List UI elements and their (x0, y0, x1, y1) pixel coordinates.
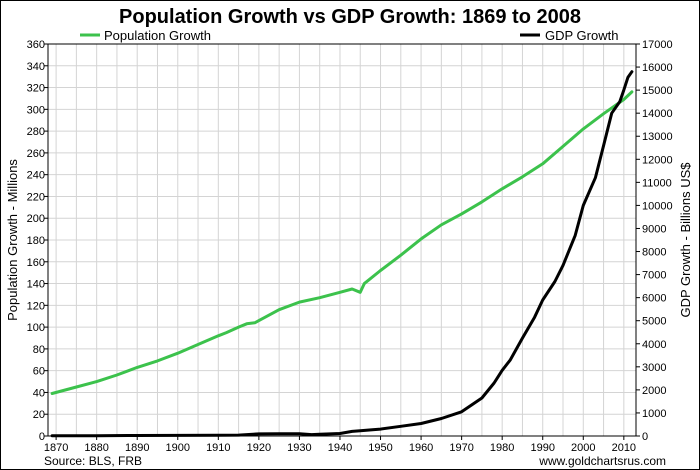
left-tick-label-15: 300 (27, 104, 45, 116)
right-tick-label-7: 7000 (642, 270, 666, 282)
y-axis-right-label: GDP Growth - Billions US$ (678, 162, 693, 318)
left-tick-label-13: 260 (27, 148, 45, 160)
x-tick-label-8: 1950 (368, 442, 392, 454)
right-tick-label-17: 17000 (642, 39, 673, 51)
x-tick-label-0: 1870 (44, 442, 68, 454)
series-layer (50, 70, 634, 438)
right-tick-label-3: 3000 (642, 362, 666, 374)
right-tick-label-8: 8000 (642, 247, 666, 259)
gdp-growth-line (50, 70, 634, 438)
y-axis-left-label: Population Growth - Millions (5, 159, 20, 321)
right-tick-label-12: 12000 (642, 154, 673, 166)
x-axis-ticks: 1870 1880 1890 1900 1910 1920 1930 1940 1950 1960… (44, 436, 636, 454)
right-tick-label-0: 0 (642, 431, 648, 443)
left-tick-label-0: 0 (39, 431, 45, 443)
left-tick-label-11: 220 (27, 191, 45, 203)
right-tick-label-16: 16000 (642, 62, 673, 74)
legend: Population Growth GDP Growth (80, 28, 618, 43)
grid-lines (48, 43, 636, 437)
x-tick-label-10: 1970 (449, 442, 473, 454)
x-tick-label-12: 1990 (530, 442, 554, 454)
right-axis-ticks: 0 1000 2000 3000 4000 5000 6000 7000 8000 9000 100… (636, 39, 673, 443)
right-tick-label-10: 10000 (642, 200, 673, 212)
left-axis-ticks: 0 20 40 60 80 100 120 140 160 180 200 220 240 260 280 3… (27, 39, 48, 443)
left-tick-label-14: 280 (27, 126, 45, 138)
x-tick-label-6: 1930 (287, 442, 311, 454)
x-tick-label-7: 1940 (328, 442, 352, 454)
right-tick-label-6: 6000 (642, 293, 666, 305)
left-tick-label-17: 340 (27, 61, 45, 73)
x-tick-label-2: 1890 (125, 442, 149, 454)
left-tick-label-6: 120 (27, 300, 45, 312)
legend-label-gdp: GDP Growth (545, 28, 618, 43)
right-tick-label-2: 2000 (642, 385, 666, 397)
right-tick-label-14: 14000 (642, 108, 673, 120)
left-tick-label-16: 320 (27, 83, 45, 95)
right-tick-label-9: 9000 (642, 223, 666, 235)
right-tick-label-1: 1000 (642, 408, 666, 420)
credit-note: www.goldchartsrus.com (538, 454, 666, 468)
left-tick-label-4: 80 (33, 344, 45, 356)
x-tick-label-3: 1900 (166, 442, 190, 454)
chart-title: Population Growth vs GDP Growth: 1869 to… (119, 6, 581, 28)
x-tick-label-1: 1880 (84, 442, 108, 454)
left-tick-label-10: 200 (27, 213, 45, 225)
left-tick-label-5: 100 (27, 322, 45, 334)
population-growth-line (50, 90, 634, 395)
left-tick-label-3: 60 (33, 366, 45, 378)
right-tick-label-15: 15000 (642, 85, 673, 97)
x-tick-label-11: 1980 (490, 442, 514, 454)
x-tick-label-9: 1960 (409, 442, 433, 454)
right-tick-label-4: 4000 (642, 339, 666, 351)
left-tick-label-12: 240 (27, 170, 45, 182)
x-tick-label-5: 1920 (247, 442, 271, 454)
left-tick-label-2: 40 (33, 387, 45, 399)
left-tick-label-1: 20 (33, 409, 45, 421)
right-tick-label-5: 5000 (642, 316, 666, 328)
x-tick-label-14: 2010 (612, 442, 636, 454)
x-tick-label-13: 2000 (571, 442, 595, 454)
source-note: Source: BLS, FRB (44, 454, 142, 468)
left-tick-label-18: 360 (27, 39, 45, 51)
left-tick-label-8: 160 (27, 257, 45, 269)
left-tick-label-9: 180 (27, 235, 45, 247)
x-tick-label-4: 1910 (206, 442, 230, 454)
left-tick-label-7: 140 (27, 279, 45, 291)
legend-label-population: Population Growth (104, 28, 211, 43)
right-tick-label-11: 11000 (642, 177, 672, 189)
right-tick-label-13: 13000 (642, 131, 673, 143)
